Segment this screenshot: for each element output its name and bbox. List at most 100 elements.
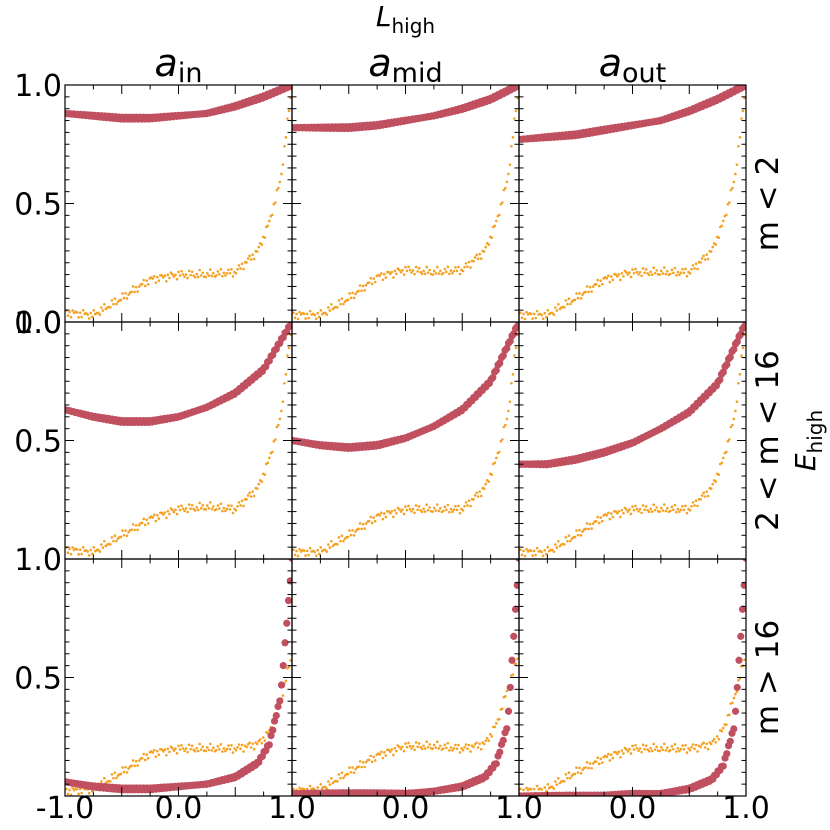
thin-series-point: [451, 271, 454, 275]
x-tick-label: -1.0: [36, 791, 95, 826]
thin-series-point: [619, 278, 622, 282]
thin-series-point: [287, 346, 291, 350]
thin-series-point: [428, 743, 432, 746]
thin-series-point: [679, 747, 683, 751]
thin-series-point: [252, 747, 256, 751]
panel-r0-c2: [519, 85, 746, 321]
thin-series-point: [378, 274, 382, 278]
thin-series-point: [328, 309, 332, 312]
thin-series-point: [163, 274, 167, 277]
thin-series-point: [272, 439, 276, 443]
thin-series-point: [413, 511, 416, 515]
thin-series-point: [86, 550, 89, 553]
thin-series-point: [588, 285, 592, 289]
thin-series-point: [383, 512, 386, 515]
thin-series-point: [555, 309, 559, 312]
thin-series-point: [520, 316, 524, 320]
thin-series-point: [284, 679, 288, 683]
thin-series-point: [143, 523, 147, 527]
thin-series-point: [174, 747, 177, 750]
thin-series-point: [398, 508, 401, 511]
thin-series-point: [655, 269, 659, 272]
thin-series-point: [330, 539, 333, 543]
thin-series-point: [336, 780, 339, 783]
thin-series-point: [643, 508, 646, 512]
thin-series-point: [263, 473, 267, 477]
y-tick-label: 0.5: [14, 188, 62, 223]
thin-series-point: [466, 265, 469, 268]
thin-series-point: [640, 750, 643, 754]
thin-series-point: [89, 311, 93, 315]
thin-series-point: [379, 750, 383, 754]
thin-series-point: [127, 767, 130, 770]
thin-series-point: [543, 786, 547, 789]
thin-series-point: [218, 507, 221, 510]
thin-series-point: [112, 302, 115, 306]
thin-series-point: [605, 277, 609, 280]
thin-series-point: [531, 554, 534, 557]
thin-series-point: [184, 273, 188, 276]
thin-series-point: [133, 764, 136, 768]
thick-series-point: [726, 353, 734, 361]
thin-series-point: [661, 272, 665, 275]
thin-series-point: [546, 783, 550, 786]
thin-series-point: [605, 755, 609, 759]
thin-series-point: [87, 791, 91, 795]
thin-series-point: [422, 507, 425, 511]
top-title-sub: high: [392, 14, 436, 38]
thin-series-point: [372, 516, 376, 519]
thin-series-point: [463, 746, 466, 749]
thin-series-point: [363, 765, 366, 769]
thin-series-point: [308, 309, 312, 313]
thin-series-point: [664, 509, 668, 513]
thin-series-point: [743, 658, 746, 662]
thin-series-point: [222, 506, 226, 510]
thin-series-point: [629, 512, 633, 516]
thin-series-point: [237, 743, 241, 746]
thin-series-point: [122, 534, 126, 537]
thin-series-point: [131, 759, 135, 762]
thin-series-point: [423, 747, 427, 750]
thin-series-point: [121, 529, 124, 532]
thin-series-point: [287, 109, 291, 113]
thin-series-point: [404, 742, 407, 745]
thin-series-point: [725, 723, 728, 726]
thin-series-point: [652, 266, 655, 269]
right-axis-label-main: E: [789, 453, 822, 471]
thin-series-point: [283, 381, 286, 385]
thin-series-point: [142, 752, 145, 756]
thin-series-point: [706, 747, 710, 751]
thin-series-point: [384, 276, 388, 279]
thin-series-point: [461, 269, 465, 273]
thin-series-point: [414, 265, 418, 269]
thin-series-point: [569, 539, 572, 543]
thin-series-point: [596, 515, 599, 519]
thin-series-point: [690, 746, 693, 749]
thin-series-point: [390, 748, 394, 751]
thin-series-point: [670, 505, 674, 509]
thin-series-point: [183, 749, 186, 753]
thin-series-point: [212, 505, 215, 508]
thin-series-point: [165, 279, 168, 283]
thin-series-point: [709, 742, 713, 746]
thin-series-point: [154, 755, 158, 758]
thin-series-point: [71, 786, 74, 790]
thin-series-point: [419, 270, 422, 274]
thin-series-point: [348, 292, 351, 295]
panel-r1-c1: [292, 322, 519, 558]
thin-series-point: [363, 527, 366, 530]
thin-series-point: [133, 528, 136, 532]
thin-series-point: [608, 517, 612, 521]
thin-series-point: [157, 279, 161, 282]
thin-series-point: [398, 268, 401, 272]
thin-series-point: [100, 543, 103, 546]
thin-series-point: [219, 267, 223, 271]
thin-series-point: [246, 494, 250, 497]
thick-series-point: [276, 697, 284, 705]
thin-series-point: [387, 270, 391, 274]
thin-series-point: [342, 539, 345, 543]
thick-series-point: [281, 639, 289, 647]
thin-series-point: [307, 553, 310, 557]
thin-series-point: [596, 278, 599, 282]
thin-series-point: [731, 701, 734, 705]
